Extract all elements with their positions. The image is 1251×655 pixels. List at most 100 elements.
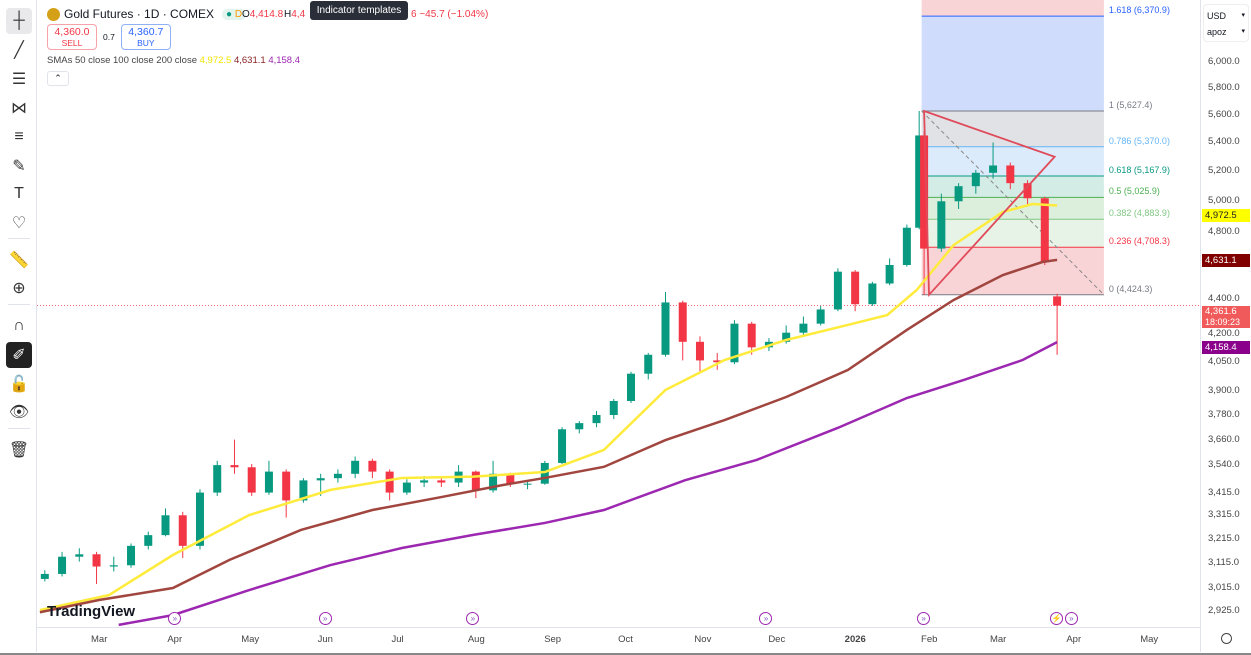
- sma100-line: [39, 258, 1058, 614]
- time-tick: Apr: [1066, 634, 1082, 645]
- price-tick: 3,540.0: [1208, 459, 1240, 471]
- candle-body: [161, 515, 170, 536]
- time-tick: May: [1140, 634, 1159, 645]
- fib-icon[interactable]: ≡: [14, 128, 24, 145]
- horizontal-lines-icon[interactable]: ☰: [11, 71, 27, 88]
- candle-body: [75, 554, 84, 557]
- candle-body: [920, 135, 929, 249]
- price-tick: 3,215.0: [1208, 532, 1240, 544]
- unlock-icon[interactable]: 🔓: [9, 376, 29, 393]
- time-tick: Feb: [921, 634, 938, 645]
- candle-body: [282, 471, 291, 501]
- candle-body: [1023, 183, 1032, 199]
- triangle-drawing: [923, 109, 1057, 298]
- dividend-event-icon[interactable]: »: [318, 612, 332, 625]
- ohlc-high: H4,4: [284, 9, 306, 20]
- candle-body: [178, 515, 187, 546]
- sma200-line: [118, 340, 1058, 627]
- crosshair-icon[interactable]: ┼: [6, 8, 32, 34]
- trash-icon[interactable]: 🗑: [8, 442, 30, 459]
- earnings-event-icon[interactable]: ⚡: [1050, 612, 1064, 625]
- zoom-in-icon[interactable]: ⊕: [12, 280, 26, 297]
- ohlc-open: O4,414.8: [242, 9, 284, 20]
- dividend-event-icon[interactable]: »: [168, 612, 182, 625]
- heart-icon[interactable]: ♡: [11, 215, 27, 232]
- time-tick: Nov: [694, 634, 712, 645]
- dividend-event-icon[interactable]: »: [1064, 612, 1078, 625]
- lock-drawings-icon[interactable]: ✐: [6, 342, 32, 368]
- fib-zone: [921, 219, 1104, 248]
- gold-symbol-icon: [47, 7, 60, 21]
- price-tick: 6,000.0: [1208, 56, 1240, 67]
- candle-body: [264, 471, 273, 493]
- fib-level-label: 0 (4,424.3): [1108, 283, 1153, 294]
- symbol-legend: Gold Futures · 1D · COMEX ● D 4,360.0 SEL…: [47, 6, 300, 86]
- candle-body: [644, 354, 653, 374]
- candle-body: [92, 554, 101, 567]
- sell-button[interactable]: 4,360.0 SELL: [47, 24, 97, 50]
- last-price-tag: 4,361.6 18:09:23: [1202, 306, 1250, 328]
- time-tick: Sep: [544, 634, 562, 645]
- ohlc-close-tail: 6 −45.7 (−1.04%): [411, 9, 489, 20]
- candle-body: [58, 556, 67, 574]
- buy-button[interactable]: 4,360.7 BUY: [120, 24, 171, 50]
- gear-icon[interactable]: [1221, 633, 1232, 644]
- candle-body: [816, 309, 825, 324]
- toolbar-divider: [8, 238, 30, 239]
- price-tick: 4,200.0: [1208, 328, 1240, 340]
- candle-body: [782, 332, 791, 342]
- fib-level-label: 0.786 (5,370.0): [1108, 135, 1170, 146]
- sma-legend[interactable]: SMAs 50 close 100 close 200 close 4,972.…: [47, 55, 301, 66]
- candle-body: [989, 165, 998, 173]
- dividend-event-icon[interactable]: »: [759, 612, 773, 625]
- eye-icon[interactable]: 👁: [8, 404, 30, 421]
- tradingview-logo: TradingView: [47, 603, 135, 620]
- fib-level-label: 1.618 (6,370.9): [1108, 5, 1170, 16]
- trend-line-icon[interactable]: ╱: [14, 42, 24, 59]
- price-tick: 4,800.0: [1208, 226, 1240, 238]
- candle-body: [678, 302, 687, 342]
- sma50-line: [39, 202, 1058, 612]
- time-axis[interactable]: Mar Apr May Jun Jul Aug Sep Oct Nov Dec 2026 Feb Mar…: [37, 627, 1200, 652]
- collapse-legend-button[interactable]: ⌃: [47, 71, 69, 86]
- price-chart[interactable]: [37, 0, 1200, 627]
- candle-body: [971, 172, 980, 187]
- price-axis[interactable]: USD ▾ apoz ▾ 6,000.0 5,800.0 5,600.0 5,400.0 5…: [1200, 0, 1251, 652]
- dividend-event-icon[interactable]: »: [917, 612, 931, 625]
- candle-body: [144, 535, 153, 546]
- candle-body: [1040, 198, 1049, 262]
- candle-body: [609, 400, 618, 415]
- drawing-toolbar: ┼ ╱ ☰ ⋈ ≡ ✎ T ♡ 📏 ⊕ ∩ ✐ 🔓 👁 🗑: [0, 0, 37, 652]
- time-tick: 2026: [844, 634, 866, 645]
- ruler-icon[interactable]: 📏: [9, 252, 29, 269]
- candle-body: [915, 135, 924, 228]
- fib-level-label: 0.5 (5,025.9): [1108, 186, 1160, 197]
- chart-pane[interactable]: 1.618 (6,370.9) 1 (5,627.4) 0.786 (5,370.0…: [37, 0, 1200, 627]
- scale-select[interactable]: apoz ▾: [1207, 27, 1245, 37]
- pattern-icon[interactable]: ⋈: [11, 100, 27, 117]
- candle-body: [885, 264, 894, 284]
- price-tick: 5,200.0: [1208, 165, 1240, 177]
- price-tick: 2,925.0: [1208, 604, 1240, 616]
- candle-body: [351, 460, 360, 474]
- currency-unit-selector[interactable]: USD ▾ apoz ▾: [1203, 4, 1249, 42]
- candle-body: [833, 271, 842, 310]
- candle-body: [902, 227, 911, 265]
- currency-select[interactable]: USD ▾: [1207, 11, 1245, 21]
- price-tick: 4,050.0: [1208, 356, 1240, 368]
- candle-body: [799, 323, 808, 333]
- sma200-price-tag: 4,158.4: [1202, 341, 1250, 354]
- candle-body: [489, 473, 498, 491]
- candle-body: [127, 545, 136, 566]
- candle-body: [523, 483, 532, 485]
- time-tick: Aug: [467, 634, 485, 645]
- price-tick: 3,780.0: [1208, 408, 1240, 420]
- candle-body: [109, 565, 118, 567]
- sma100-price-tag: 4,631.1: [1202, 254, 1250, 267]
- brush-icon[interactable]: ✎: [12, 158, 26, 175]
- text-icon[interactable]: T: [14, 185, 24, 202]
- dividend-event-icon[interactable]: »: [466, 612, 480, 625]
- magnet-icon[interactable]: ∩: [13, 317, 25, 334]
- symbol-title[interactable]: Gold Futures · 1D · COMEX: [64, 7, 215, 21]
- time-tick: Mar: [989, 634, 1007, 645]
